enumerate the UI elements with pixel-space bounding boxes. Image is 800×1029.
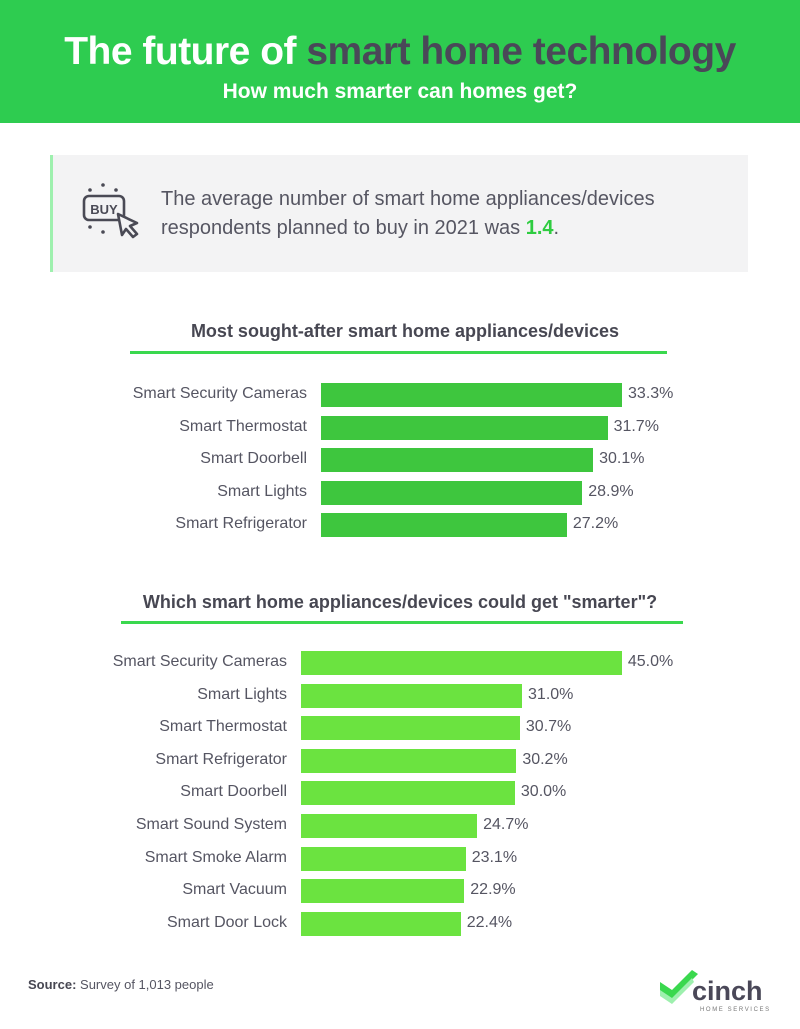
bar-label: Smart Door Lock xyxy=(166,913,287,931)
chart2-title: Which smart home appliances/devices coul… xyxy=(142,592,658,612)
bar xyxy=(321,383,623,407)
bar-row: Smart Smoke Alarm 23.1% xyxy=(0,846,800,871)
bar-row: Smart Sound System 24.7% xyxy=(0,814,800,838)
source-note: Source: Survey of 1,013 people xyxy=(28,977,214,992)
stat-highlight: 1.4 xyxy=(525,217,554,239)
stat-callout: BUY The average number of smart home app… xyxy=(50,155,748,272)
bar-label: Smart Smoke Alarm xyxy=(144,848,287,866)
svg-text:cinch: cinch xyxy=(692,976,763,1006)
bar-label: Smart Thermostat xyxy=(159,718,287,736)
bar xyxy=(301,846,466,871)
bar xyxy=(301,814,478,838)
bar-label: Smart Security Cameras xyxy=(132,385,307,402)
bar-row: Smart Door Lock 22.4% xyxy=(0,911,800,936)
bar-value: 31.0% xyxy=(528,685,574,703)
svg-text:BUY: BUY xyxy=(90,202,118,217)
buy-click-icon: BUY xyxy=(82,183,139,239)
bar-value: 31.7% xyxy=(613,417,659,435)
bar-value: 30.2% xyxy=(522,750,568,768)
bar-label: Smart Security Cameras xyxy=(112,653,287,670)
bar-row: Smart Security Cameras 45.0% xyxy=(0,651,800,675)
bar-value: 22.4% xyxy=(466,913,513,931)
svg-text:HOME SERVICES: HOME SERVICES xyxy=(700,1007,771,1013)
bar xyxy=(301,748,517,773)
bar-row: Smart Doorbell 30.1% xyxy=(0,448,800,472)
bar-value: 30.1% xyxy=(599,450,645,467)
bar-value: 33.3% xyxy=(628,385,674,402)
page-subtitle: How much smarter can homes get? xyxy=(222,80,578,103)
bar xyxy=(301,781,515,806)
bar-row: Smart Refrigerator 30.2% xyxy=(0,748,800,773)
bar-label: Smart Lights xyxy=(217,482,307,500)
bar-value: 30.7% xyxy=(525,718,572,736)
bar-value: 27.2% xyxy=(572,515,619,532)
bar xyxy=(301,716,520,741)
cinch-logo: cinch HOME SERVICES xyxy=(660,970,771,1013)
chart1-title-rule xyxy=(130,351,667,354)
chart1-title: Most sought-after smart home appliances/… xyxy=(190,321,620,341)
bar-row: Smart Thermostat 30.7% xyxy=(0,716,800,741)
bar-value: 30.0% xyxy=(520,783,567,801)
bar-label: Smart Sound System xyxy=(135,816,287,833)
stat-text: The average number of smart home applian… xyxy=(161,188,655,239)
bar xyxy=(321,448,594,472)
bar xyxy=(301,651,622,675)
bar-row: Smart Lights 28.9% xyxy=(0,480,800,505)
bar-value: 23.1% xyxy=(471,848,518,866)
bar-label: Smart Lights xyxy=(197,685,287,703)
bar-row: Smart Doorbell 30.0% xyxy=(0,781,800,806)
bar-row: Smart Lights 31.0% xyxy=(0,683,800,708)
bar-value: 22.9% xyxy=(470,881,516,899)
bar xyxy=(301,911,461,936)
bar-row: Smart Thermostat 31.7% xyxy=(0,415,800,440)
bar xyxy=(301,879,465,904)
bar xyxy=(321,480,583,505)
bar-row: Smart Security Cameras 33.3% xyxy=(0,383,800,407)
bar-value: 28.9% xyxy=(588,482,634,500)
bar-row: Smart Vacuum 22.9% xyxy=(0,879,800,904)
bar xyxy=(321,513,567,537)
header-banner: The future of smart home technology How … xyxy=(0,0,800,123)
bar-label: Smart Doorbell xyxy=(200,450,307,467)
bar-label: Smart Vacuum xyxy=(182,881,287,899)
bar-label: Smart Thermostat xyxy=(179,417,307,435)
bar-value: 24.7% xyxy=(483,816,529,833)
bar-row: Smart Refrigerator 27.2% xyxy=(0,513,800,537)
bar xyxy=(301,683,523,708)
bar xyxy=(321,415,608,440)
chart2-title-rule xyxy=(121,621,683,624)
bar-label: Smart Refrigerator xyxy=(155,750,287,768)
bar-value: 45.0% xyxy=(627,653,674,670)
page-title: The future of smart home technology xyxy=(64,30,736,73)
bar-label: Smart Refrigerator xyxy=(175,515,307,532)
bar-label: Smart Doorbell xyxy=(180,783,287,801)
